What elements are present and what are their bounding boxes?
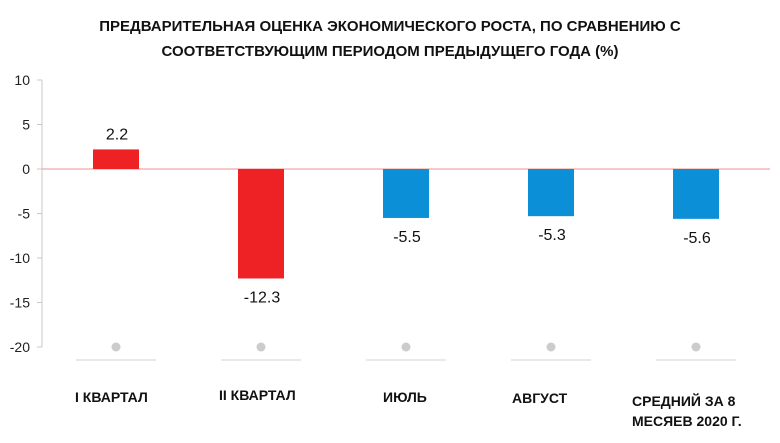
category-label-line: ИЮЛЬ <box>383 389 427 405</box>
category-marker-dot <box>691 342 701 352</box>
data-label: 2.2 <box>106 126 128 143</box>
bar <box>528 169 574 217</box>
chart-title-line-1: ПРЕДВАРИТЕЛЬНАЯ ОЦЕНКА ЭКОНОМИЧЕСКОГО РО… <box>99 18 681 35</box>
category-marker-dot <box>111 342 121 352</box>
bar <box>673 169 719 219</box>
y-tick-label: -15 <box>10 295 30 311</box>
data-label: -5.3 <box>538 227 566 244</box>
category-marker-dot <box>401 342 411 352</box>
category-label-line: АВГУСТ <box>512 390 568 406</box>
category-label-line: СРЕДНИЙ ЗА 8 <box>632 393 736 409</box>
data-label: -5.6 <box>683 230 711 247</box>
y-tick-label: -20 <box>10 339 30 355</box>
category-marker-dot <box>256 342 266 352</box>
y-tick-label: 0 <box>22 161 30 177</box>
category-label-line: I КВАРТАЛ <box>75 389 148 405</box>
category-label: СРЕДНИЙ ЗА 8 МЕСЯЕВ 2020 Г. <box>632 392 742 431</box>
data-label: -5.5 <box>393 229 421 246</box>
y-tick-label: 5 <box>22 117 30 133</box>
category-label: I КВАРТАЛ <box>75 388 148 407</box>
chart-title-line-2: СООТВЕТСТВУЮЩИМ ПЕРИОДОМ ПРЕДЫДУЩЕГО ГОД… <box>161 43 619 60</box>
y-tick-label: -10 <box>10 250 30 266</box>
category-label: АВГУСТ <box>512 389 567 408</box>
bar <box>93 149 139 169</box>
y-tick-label: 10 <box>14 72 30 88</box>
category-label: ИЮЛЬ <box>383 388 427 407</box>
category-marker-dot <box>546 342 556 352</box>
category-label-line: II КВАРТАЛ <box>219 387 296 403</box>
category-label: II КВАРТАЛ <box>219 386 296 405</box>
data-label: -12.3 <box>244 289 281 306</box>
category-label-line: МЕСЯЕВ 2020 Г. <box>632 413 742 429</box>
bar <box>238 169 284 279</box>
chart-title: ПРЕДВАРИТЕЛЬНАЯ ОЦЕНКА ЭКОНОМИЧЕСКОГО РО… <box>0 14 780 64</box>
bar <box>383 169 429 218</box>
y-tick-label: -5 <box>18 206 31 222</box>
